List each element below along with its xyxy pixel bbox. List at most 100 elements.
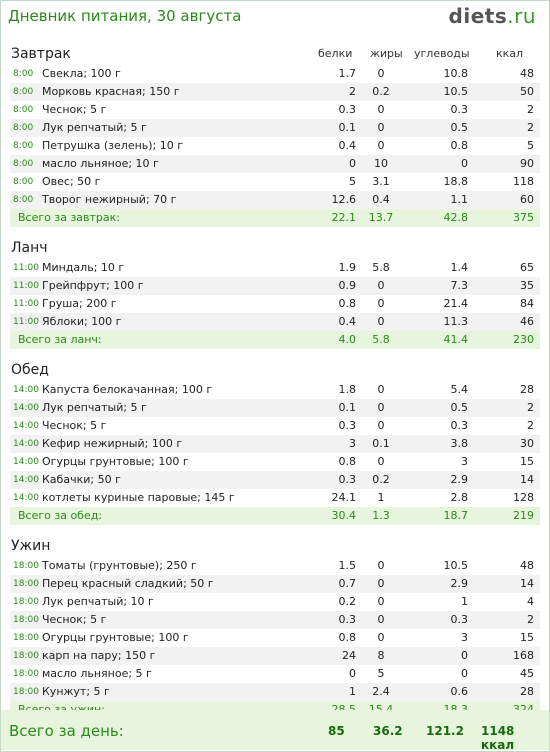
food-fat: 0	[377, 631, 385, 644]
logo-tld: .ru	[507, 4, 536, 28]
food-protein: 1.9	[338, 261, 357, 274]
food-protein: 0.4	[338, 315, 357, 328]
meal-title: Завтрак	[11, 46, 71, 62]
food-name: Свекла; 100 г	[42, 67, 121, 80]
food-fat: 0.2	[372, 85, 390, 98]
food-protein: 0.8	[338, 631, 357, 644]
food-kcal: 2	[527, 103, 534, 116]
food-row[interactable]: 18:00 Чеснок; 5 г 0.3 0 0.3 2	[10, 611, 540, 629]
food-time: 14:00	[13, 457, 39, 467]
food-fat: 0	[377, 419, 385, 432]
food-row[interactable]: 18:00 масло льняное; 5 г 0 5 0 45	[10, 665, 540, 683]
food-row[interactable]: 18:00 Томаты (грунтовые); 250 г 1.5 0 10.5 48	[10, 557, 540, 575]
food-row[interactable]: 14:00 Огурцы грунтовые; 100 г 0.8 0 3 15	[10, 453, 540, 471]
food-row[interactable]: 14:00 котлеты куриные паровые; 145 г 24.1 1…	[10, 489, 540, 507]
food-row[interactable]: 14:00 Чеснок; 5 г 0.3 0 0.3 2	[10, 417, 540, 435]
food-row[interactable]: 11:00 Груша; 200 г 0.8 0 21.4 84	[10, 295, 540, 313]
food-fat: 0	[377, 139, 385, 152]
food-row[interactable]: 8:00 масло льняное; 10 г 0 10 0 90	[10, 155, 540, 173]
food-time: 8:00	[13, 177, 34, 187]
diary-content: Завтрак 8:00 Свекла; 100 г 1.7 0 10.8 48 8:00 Мо…	[10, 43, 540, 719]
food-carbs: 11.3	[443, 315, 469, 328]
food-row[interactable]: 8:00 Овес; 50 г 5 3.1 18.8 118	[10, 173, 540, 191]
meal-total-kcal: 230	[513, 333, 534, 346]
food-name: Творог нежирный; 70 г	[42, 193, 177, 206]
food-protein: 0.1	[338, 121, 357, 134]
food-kcal: 46	[520, 315, 534, 328]
food-fat: 2.4	[372, 685, 390, 698]
meal-total-row: Всего за завтрак: 22.1 13.7 42.8 375	[10, 209, 540, 227]
meal-total-kcal: 375	[513, 211, 534, 224]
food-row[interactable]: 14:00 Кефир нежирный; 100 г 3 0.1 3.8 30	[10, 435, 540, 453]
food-fat: 0	[377, 279, 385, 292]
food-row[interactable]: 18:00 карп на пару; 150 г 24 8 0 168	[10, 647, 540, 665]
food-protein: 1.5	[338, 559, 357, 572]
food-row[interactable]: 14:00 Лук репчатый; 5 г 0.1 0 0.5 2	[10, 399, 540, 417]
food-protein: 0.1	[338, 401, 357, 414]
food-fat: 0	[377, 67, 385, 80]
meal-section: Обед 14:00 Капуста белокачанная; 100 г 1.8 0…	[10, 359, 540, 525]
food-kcal: 15	[520, 631, 534, 644]
food-carbs: 10.5	[443, 85, 469, 98]
food-protein: 0.8	[338, 297, 357, 310]
food-row[interactable]: 18:00 Огурцы грунтовые; 100 г 0.8 0 3 15	[10, 629, 540, 647]
food-fat: 0	[377, 455, 385, 468]
meal-total-carbs: 18.7	[443, 509, 469, 522]
food-time: 18:00	[13, 579, 39, 589]
food-row[interactable]: 8:00 Петрушка (зелень); 10 г 0.4 0 0.8 5	[10, 137, 540, 155]
food-time: 8:00	[13, 69, 34, 79]
food-name: Капуста белокачанная; 100 г	[42, 383, 213, 396]
food-time: 18:00	[13, 633, 39, 643]
food-row[interactable]: 8:00 Морковь красная; 150 г 2 0.2 10.5 50	[10, 83, 540, 101]
food-fat: 10	[374, 157, 388, 170]
food-row[interactable]: 14:00 Кабачки; 50 г 0.3 0.2 2.9 14	[10, 471, 540, 489]
meal-title: Ужин	[11, 538, 51, 554]
food-protein: 2	[349, 85, 356, 98]
food-time: 14:00	[13, 385, 39, 395]
food-time: 14:00	[13, 421, 39, 431]
food-row[interactable]: 8:00 Чеснок; 5 г 0.3 0 0.3 2	[10, 101, 540, 119]
section-gap	[10, 525, 540, 535]
food-name: Кунжут; 5 г	[42, 685, 110, 698]
food-name: Лук репчатый; 10 г	[42, 595, 154, 608]
food-row[interactable]: 18:00 Перец красный сладкий; 50 г 0.7 0 2.9 1…	[10, 575, 540, 593]
food-carbs: 1.1	[450, 193, 469, 206]
food-carbs: 0.3	[450, 419, 469, 432]
food-kcal: 84	[520, 297, 534, 310]
food-protein: 0.3	[338, 613, 357, 626]
food-row[interactable]: 8:00 Творог нежирный; 70 г 12.6 0.4 1.1 60	[10, 191, 540, 209]
food-row[interactable]: 8:00 Свекла; 100 г 1.7 0 10.8 48	[10, 65, 540, 83]
food-row[interactable]: 18:00 Лук репчатый; 10 г 0.2 0 1 4	[10, 593, 540, 611]
food-time: 18:00	[13, 615, 39, 625]
food-row[interactable]: 14:00 Капуста белокачанная; 100 г 1.8 0 5.4 2…	[10, 381, 540, 399]
food-kcal: 28	[520, 383, 534, 396]
food-name: масло льняное; 5 г	[42, 667, 152, 680]
food-protein: 0.3	[338, 103, 357, 116]
food-protein: 1	[349, 685, 356, 698]
food-name: Овес; 50 г	[42, 175, 101, 188]
food-row[interactable]: 11:00 Миндаль; 10 г 1.9 5.8 1.4 65	[10, 259, 540, 277]
food-row[interactable]: 8:00 Лук репчатый; 5 г 0.1 0 0.5 2	[10, 119, 540, 137]
food-fat: 3.1	[372, 175, 390, 188]
meal-total-protein: 22.1	[331, 211, 357, 224]
food-kcal: 48	[520, 67, 534, 80]
food-name: масло льняное; 10 г	[42, 157, 159, 170]
food-row[interactable]: 18:00 Кунжут; 5 г 1 2.4 0.6 28	[10, 683, 540, 701]
food-kcal: 118	[513, 175, 534, 188]
food-row[interactable]: 11:00 Яблоки; 100 г 0.4 0 11.3 46	[10, 313, 540, 331]
food-fat: 5	[377, 667, 385, 680]
food-name: Чеснок; 5 г	[42, 419, 107, 432]
site-logo[interactable]: diets.ru	[449, 4, 536, 28]
food-time: 8:00	[13, 87, 34, 97]
column-header-protein: белки	[318, 47, 353, 60]
food-protein: 0.8	[338, 455, 357, 468]
food-time: 8:00	[13, 195, 34, 205]
food-protein: 24	[342, 649, 356, 662]
food-time: 14:00	[13, 493, 39, 503]
food-protein: 1.7	[338, 67, 357, 80]
food-kcal: 30	[520, 437, 534, 450]
food-row[interactable]: 11:00 Грейпфрут; 100 г 0.9 0 7.3 35	[10, 277, 540, 295]
food-protein: 0	[349, 157, 356, 170]
header: Дневник питания, 30 августа diets.ru	[0, 0, 550, 34]
food-carbs: 2.8	[450, 491, 469, 504]
